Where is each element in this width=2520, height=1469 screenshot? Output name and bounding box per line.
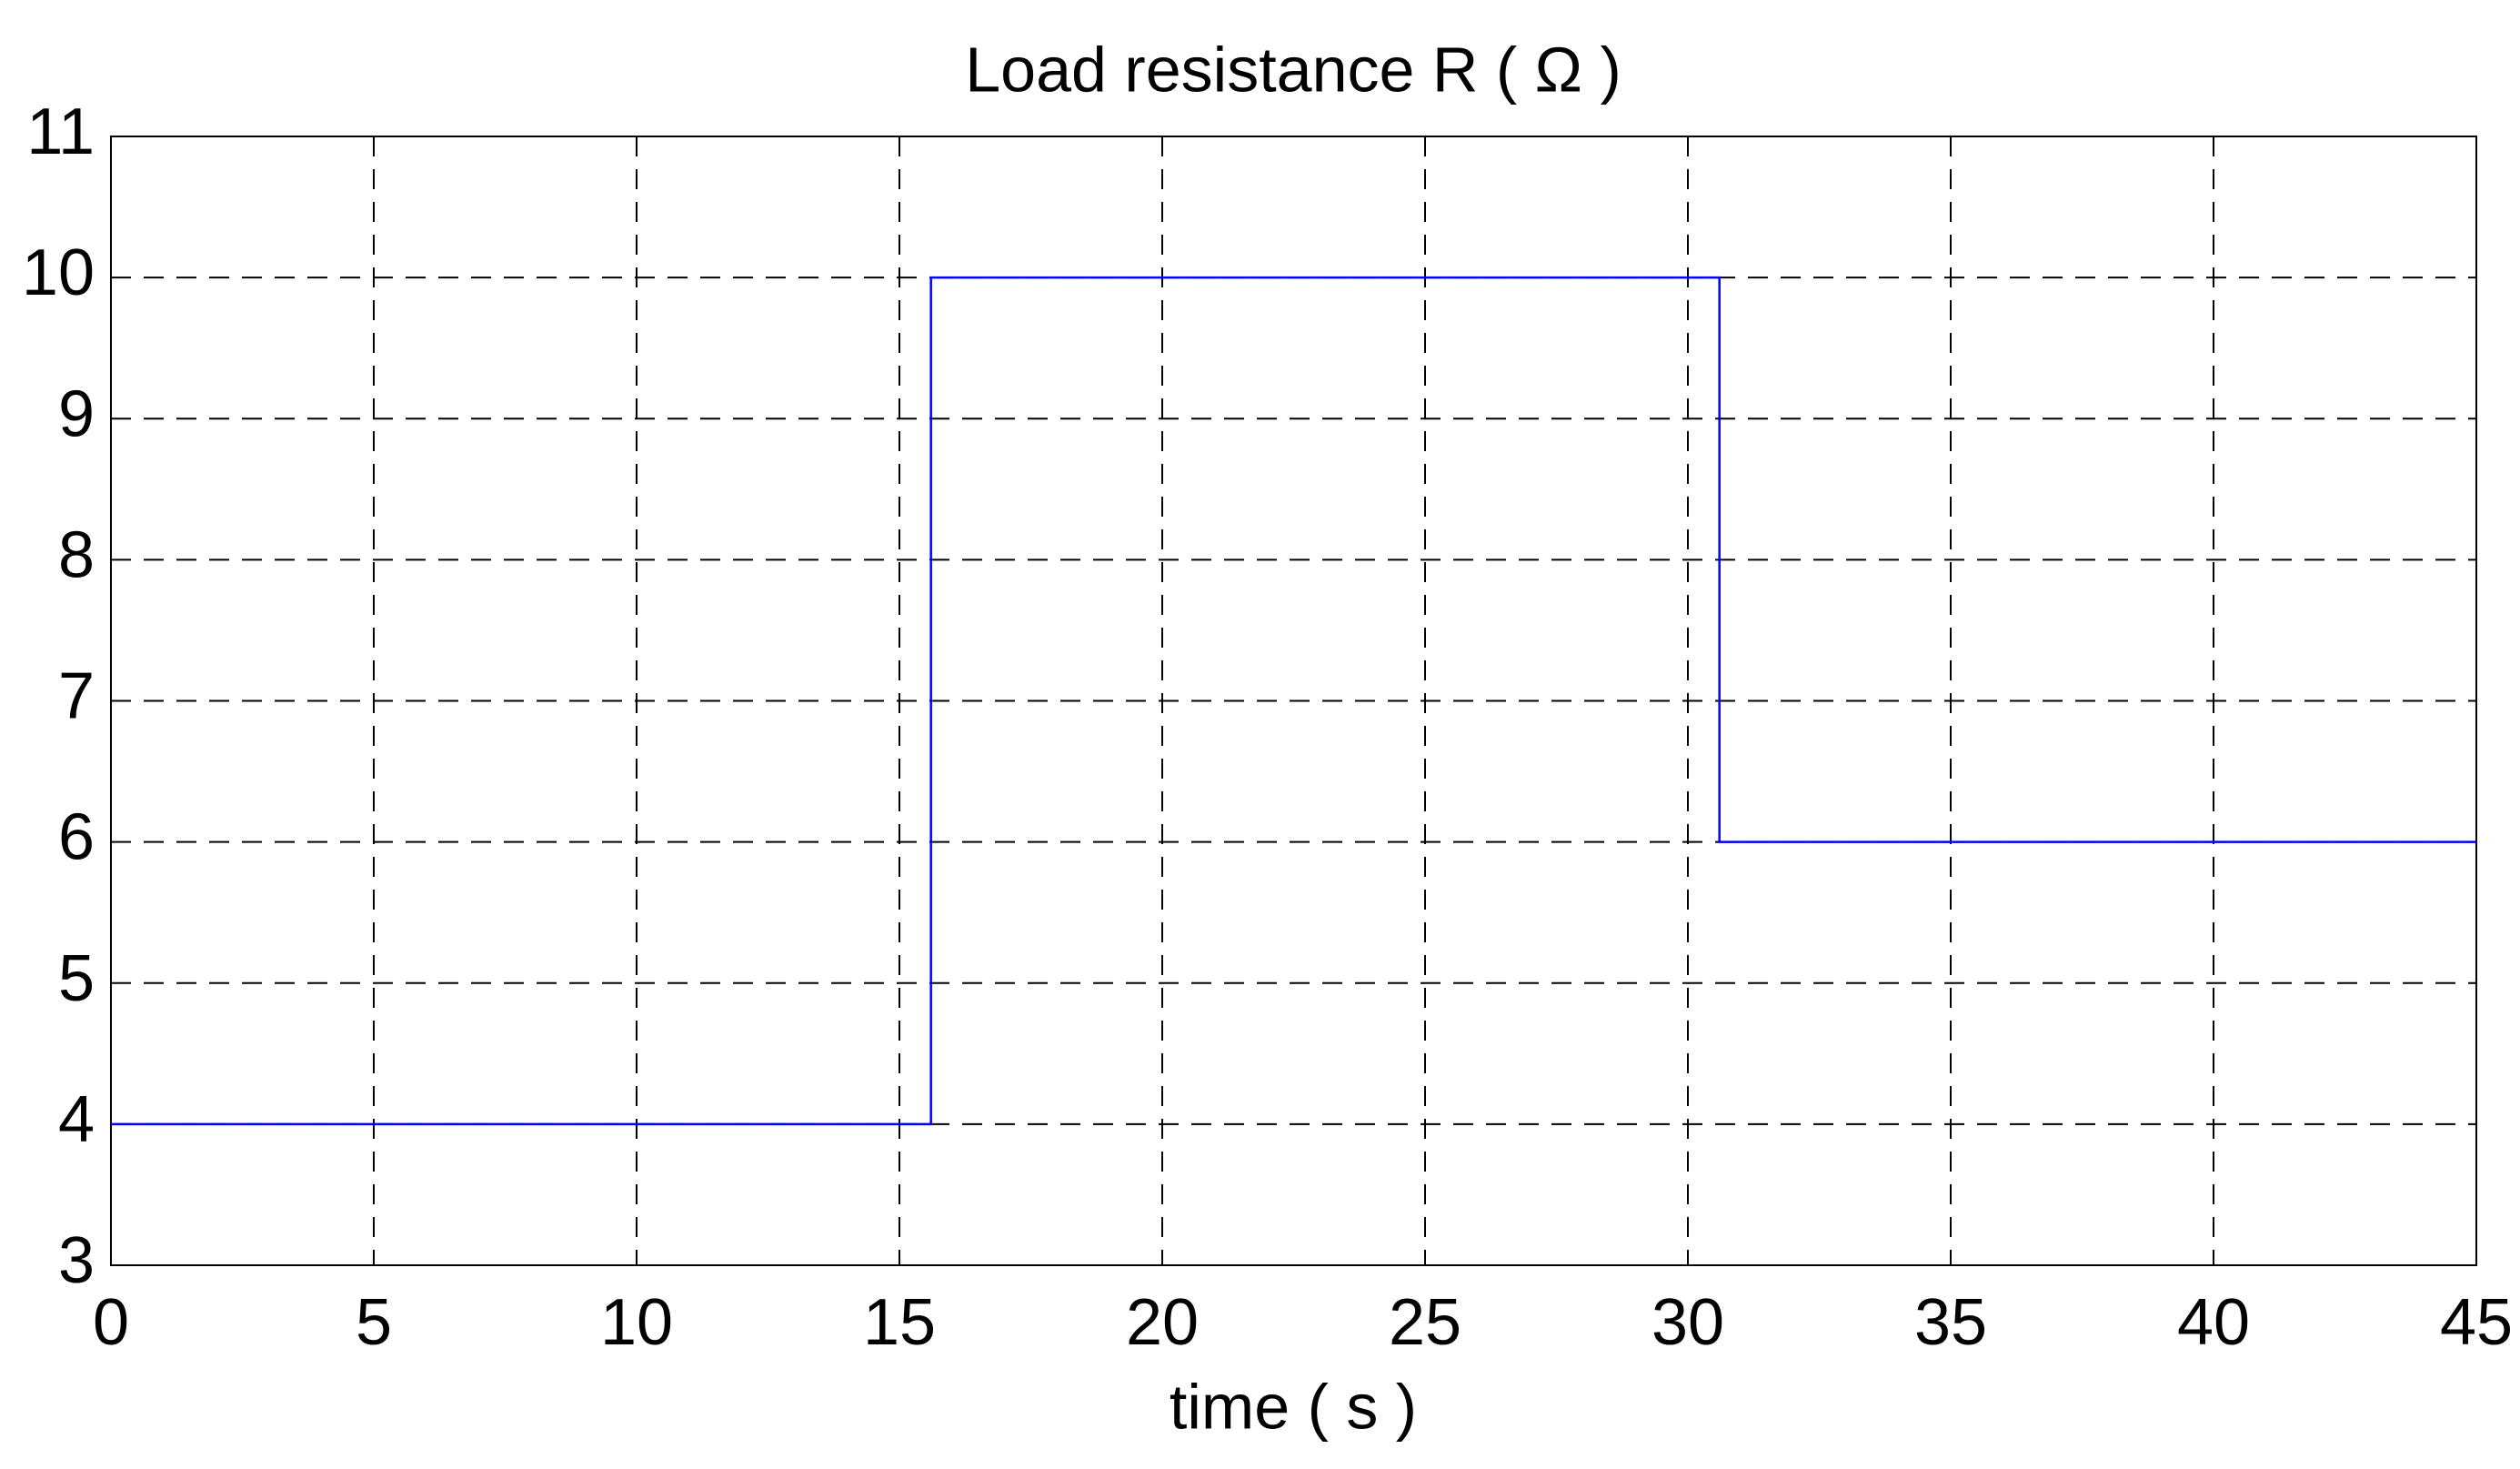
x-tick-label: 35 bbox=[1914, 1286, 1987, 1359]
data-line bbox=[111, 276, 2476, 1126]
y-tick-label: 10 bbox=[22, 236, 95, 309]
x-tick-label: 15 bbox=[863, 1286, 936, 1359]
y-tick-label: 8 bbox=[58, 518, 95, 591]
x-tick-label: 20 bbox=[1126, 1286, 1199, 1359]
plot-frame bbox=[110, 136, 2477, 1266]
x-tick-label: 45 bbox=[2440, 1286, 2513, 1359]
y-tick-label: 5 bbox=[58, 942, 95, 1015]
x-tick-label: 30 bbox=[1652, 1286, 1724, 1359]
x-tick-label: 0 bbox=[93, 1286, 129, 1359]
y-tick-label: 11 bbox=[26, 96, 95, 168]
x-tick-label: 5 bbox=[356, 1286, 392, 1359]
x-tick-label: 25 bbox=[1389, 1286, 1461, 1359]
y-tick-label: 9 bbox=[58, 377, 95, 450]
chart-title: Load resistance R ( Ω ) bbox=[965, 34, 1621, 105]
y-tick-label: 4 bbox=[58, 1083, 95, 1156]
y-tick-label: 7 bbox=[58, 660, 95, 733]
x-axis-label: time ( s ) bbox=[1170, 1371, 1417, 1442]
y-tick-label: 3 bbox=[58, 1224, 95, 1297]
y-tick-label: 6 bbox=[58, 801, 95, 874]
x-tick-label: 40 bbox=[2177, 1286, 2250, 1359]
x-tick-label: 10 bbox=[600, 1286, 673, 1359]
